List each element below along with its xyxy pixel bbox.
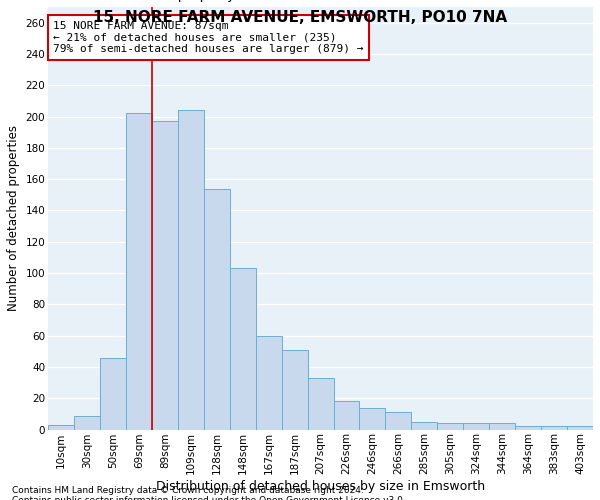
Bar [48, 425, 74, 430]
Bar [437, 424, 463, 430]
Text: Contains public sector information licensed under the Open Government Licence v3: Contains public sector information licen… [12, 496, 406, 500]
Bar [334, 402, 359, 429]
Bar [541, 426, 567, 430]
Bar [567, 426, 593, 430]
Bar [126, 114, 152, 430]
Bar [178, 110, 204, 430]
Title: Size of property relative to detached houses in Emsworth: Size of property relative to detached ho… [128, 0, 512, 2]
Bar [152, 121, 178, 430]
Bar [281, 350, 308, 430]
Bar [515, 426, 541, 430]
Bar [204, 188, 230, 430]
Text: 15, NORE FARM AVENUE, EMSWORTH, PO10 7NA: 15, NORE FARM AVENUE, EMSWORTH, PO10 7NA [93, 10, 507, 25]
Text: 15 NORE FARM AVENUE: 87sqm
← 21% of detached houses are smaller (235)
79% of sem: 15 NORE FARM AVENUE: 87sqm ← 21% of deta… [53, 21, 364, 54]
Bar [308, 378, 334, 430]
Bar [230, 268, 256, 430]
Bar [74, 416, 100, 430]
Bar [412, 422, 437, 430]
Bar [489, 424, 515, 430]
Bar [100, 358, 126, 430]
Bar [385, 412, 412, 430]
Text: Contains HM Land Registry data © Crown copyright and database right 2024.: Contains HM Land Registry data © Crown c… [12, 486, 364, 495]
Bar [359, 408, 385, 430]
Bar [463, 424, 489, 430]
Bar [256, 336, 281, 430]
Y-axis label: Number of detached properties: Number of detached properties [7, 126, 20, 312]
X-axis label: Distribution of detached houses by size in Emsworth: Distribution of detached houses by size … [156, 480, 485, 493]
